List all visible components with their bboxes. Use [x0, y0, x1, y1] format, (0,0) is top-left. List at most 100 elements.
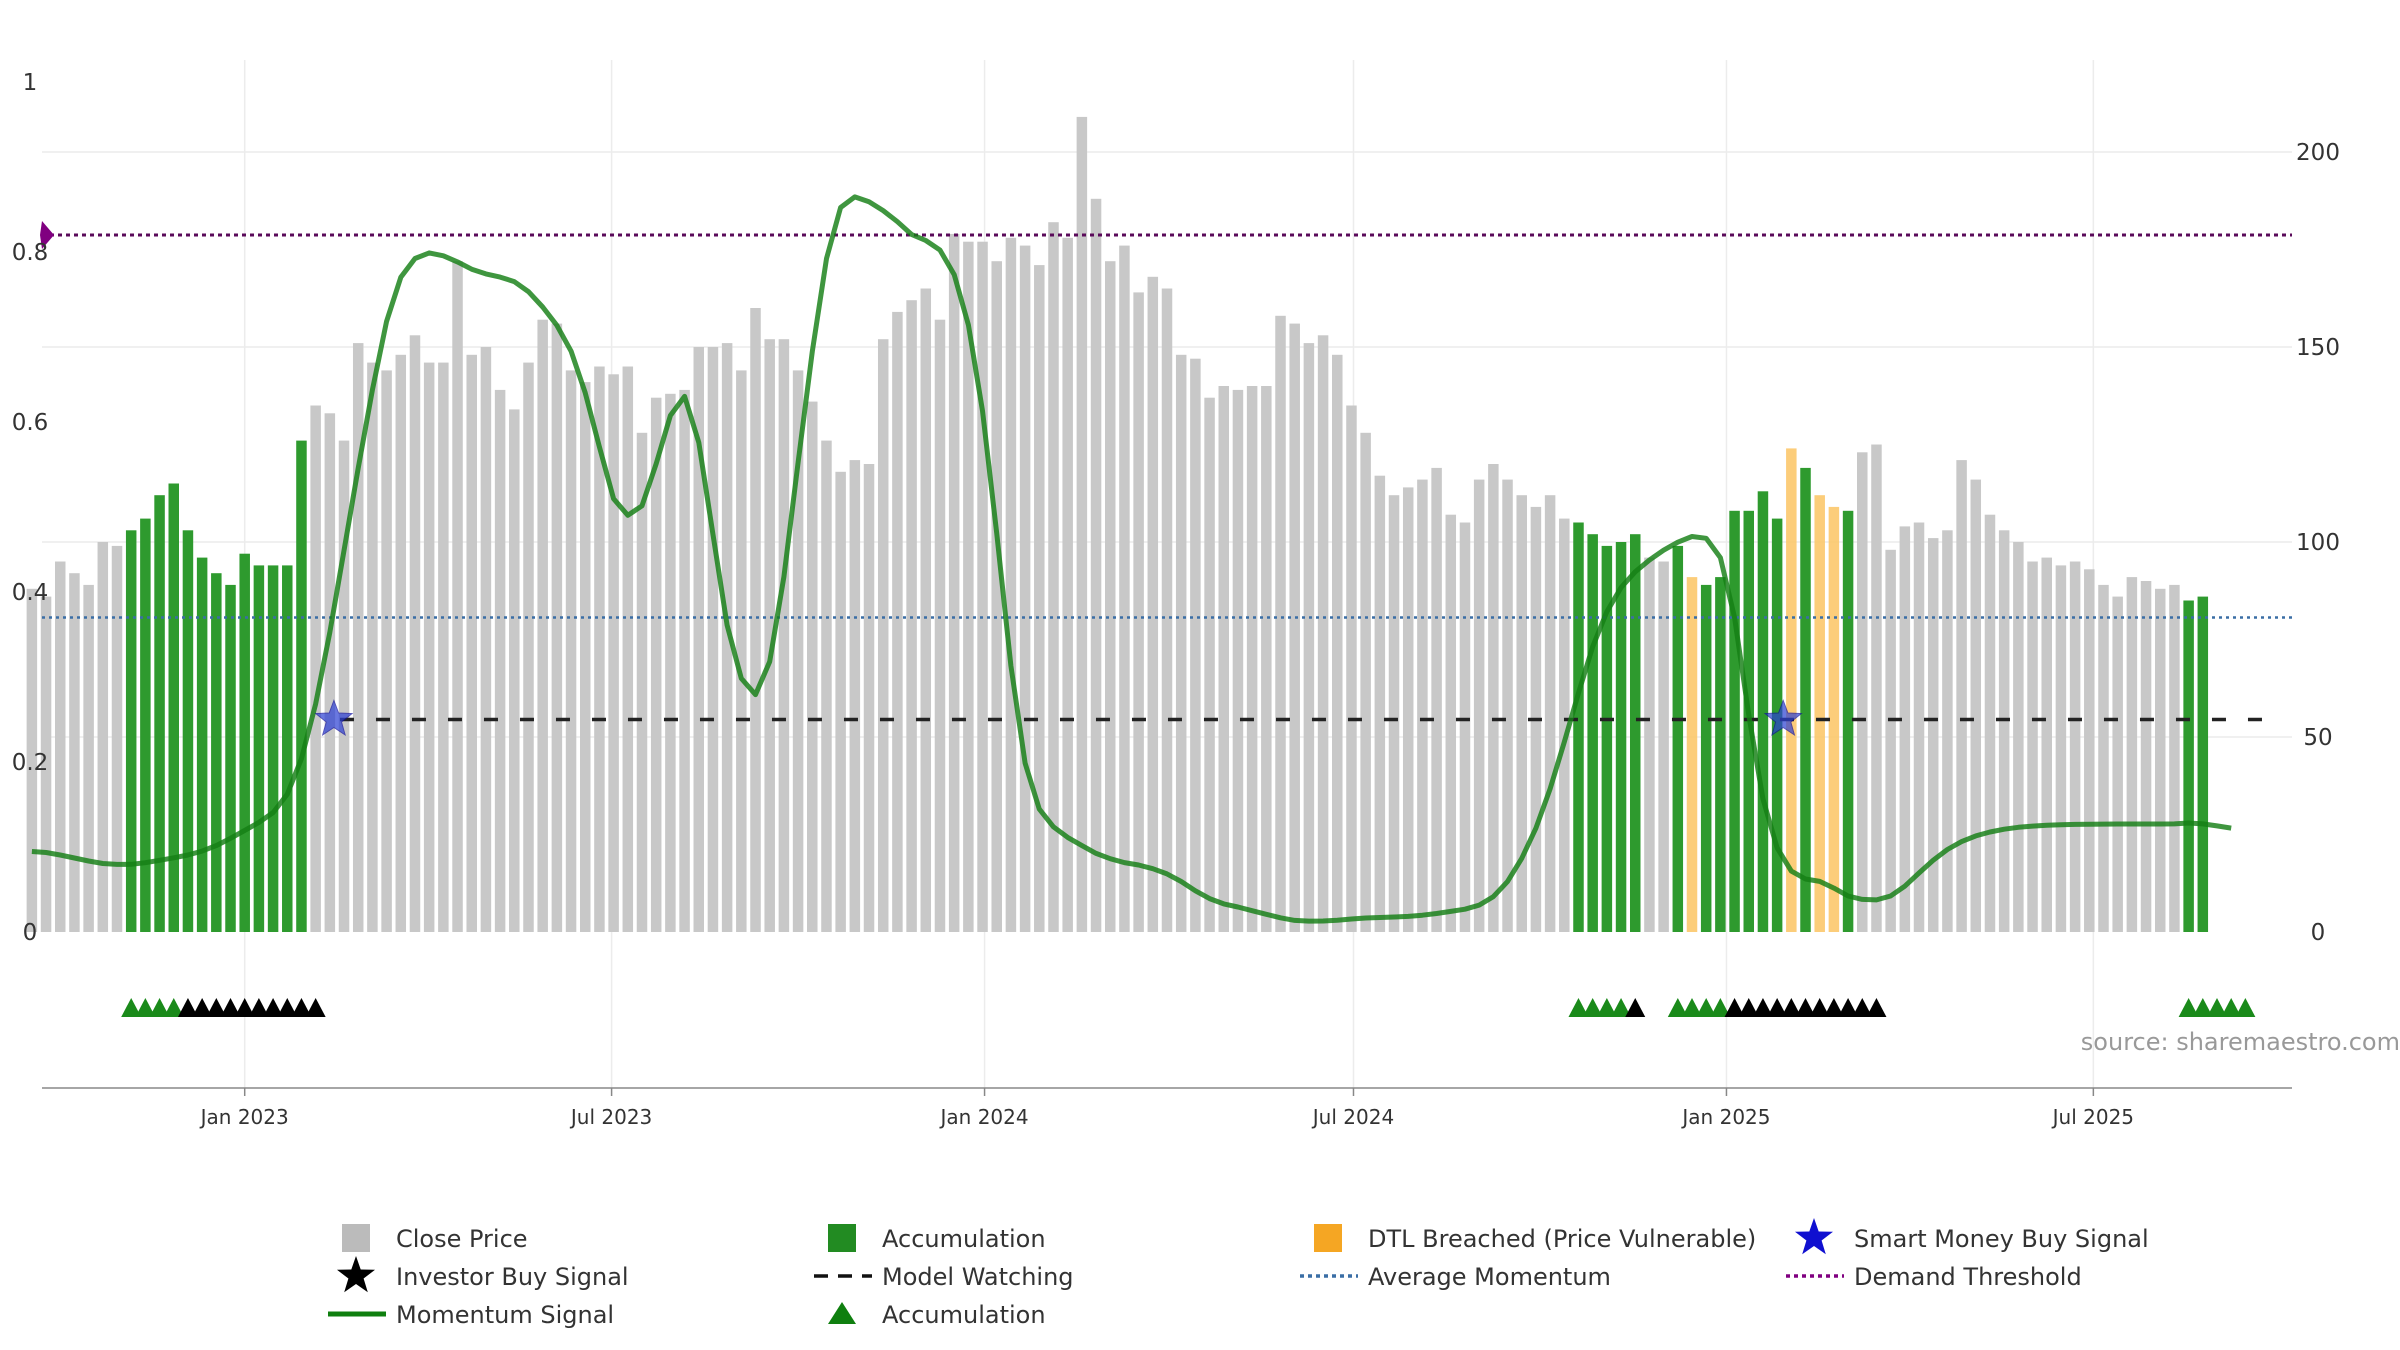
close-price-bar	[97, 542, 109, 932]
close-price-bar	[721, 343, 733, 933]
close-price-bar	[352, 343, 364, 933]
demand-threshold-marker	[40, 221, 54, 249]
accumulation-bar	[1672, 545, 1684, 932]
close-price-bar	[1388, 495, 1400, 932]
legend-swatch-square	[1314, 1224, 1342, 1252]
close-price-bar	[2055, 565, 2067, 932]
accumulation-bar	[1715, 577, 1726, 932]
legend-label: Investor Buy Signal	[396, 1263, 629, 1291]
close-price-bar	[523, 362, 534, 933]
close-price-bar	[69, 573, 80, 932]
close-price-bar	[381, 370, 392, 932]
accumulation-bar	[1729, 510, 1740, 932]
investor-buy-triangle	[206, 998, 227, 1017]
accumulation-triangle	[121, 998, 142, 1017]
legend-label: DTL Breached (Price Vulnerable)	[1368, 1225, 1756, 1253]
accumulation-bar	[182, 530, 194, 932]
markers-layer	[314, 699, 1803, 737]
close-price-bar	[40, 596, 52, 932]
accumulation-bar	[1800, 467, 1811, 932]
close-price-bar	[1857, 452, 1868, 932]
close-price-bar	[877, 339, 889, 932]
close-price-bar	[1956, 460, 1967, 932]
close-price-bar	[650, 397, 662, 932]
close-price-bar	[1133, 292, 1144, 932]
investor-buy-triangle	[277, 998, 298, 1017]
close-price-bar	[736, 370, 747, 932]
close-price-bar	[1246, 386, 1258, 932]
close-price-bar	[111, 545, 123, 932]
legend-label: Accumulation	[882, 1301, 1046, 1329]
right-tick-label: 0	[2311, 920, 2326, 946]
accumulation-triangle	[163, 998, 184, 1017]
legend-swatch-star	[337, 1256, 375, 1293]
legend-label: Close Price	[396, 1225, 528, 1253]
left-tick-label: 0.6	[12, 410, 49, 436]
accumulation-bar	[154, 495, 165, 932]
close-price-bar	[778, 339, 790, 932]
x-tick-label: Jan 2024	[939, 1105, 1029, 1129]
accumulation-triangle	[149, 998, 170, 1017]
accumulation-bar	[2197, 596, 2209, 932]
legend-label: Model Watching	[882, 1263, 1074, 1291]
close-price-bar	[991, 261, 1002, 932]
close-price-bar	[509, 409, 520, 932]
close-price-bar	[934, 319, 946, 932]
close-price-bar	[835, 471, 846, 932]
accumulation-bar	[1700, 584, 1712, 932]
close-price-bar	[324, 413, 336, 932]
accumulation-triangle	[135, 998, 156, 1017]
x-tick-label: Jan 2023	[199, 1105, 289, 1129]
close-price-bar	[1104, 261, 1116, 932]
close-price-bar	[1899, 526, 1911, 932]
x-tick-label: Jul 2023	[569, 1105, 652, 1129]
dtl-breached-bar	[1786, 448, 1797, 932]
legend-swatch-square	[342, 1224, 370, 1252]
close-price-bar	[764, 339, 775, 932]
close-price-bar	[1970, 479, 1982, 932]
close-price-bar	[1119, 245, 1130, 933]
legend-swatch-square	[828, 1224, 856, 1252]
close-price-bar	[1544, 495, 1556, 932]
accumulation-bar	[1601, 545, 1613, 932]
close-price-bar	[1289, 323, 1300, 933]
accumulation-triangle	[2235, 998, 2256, 1017]
dtl-breached-bar	[1686, 577, 1698, 932]
close-price-bar	[551, 323, 563, 933]
left-tick-label: 0	[23, 920, 38, 946]
legend-label: Smart Money Buy Signal	[1854, 1225, 2149, 1253]
close-price-bar	[1161, 288, 1173, 932]
investor-buy-triangle	[1795, 998, 1816, 1017]
close-price-bar	[1559, 518, 1570, 932]
close-price-bar	[395, 354, 407, 932]
close-price-bar	[1658, 561, 1669, 932]
close-price-bar	[792, 370, 804, 932]
close-price-bar	[1232, 389, 1244, 932]
accumulation-bar	[267, 565, 279, 932]
close-price-bar	[1374, 475, 1386, 932]
accumulation-bar	[140, 518, 151, 932]
close-price-bar	[807, 401, 818, 933]
close-price-bar	[1927, 538, 1939, 932]
close-price-bar	[2140, 581, 2152, 932]
close-price-bar	[480, 347, 492, 932]
smart-money-buy-star	[1763, 699, 1803, 737]
legend-label: Momentum Signal	[396, 1301, 614, 1329]
x-tick-label: Jul 2025	[2051, 1105, 2134, 1129]
accumulation-triangle	[1611, 998, 1632, 1017]
accumulation-bar	[125, 530, 137, 932]
accumulation-bar	[211, 573, 222, 932]
close-price-bar	[2112, 596, 2123, 932]
accumulation-triangle	[1582, 998, 1603, 1017]
axes-layer: Jan 2023 Jul 2023 Jan 2024 Jul 2024 Jan 2025…	[12, 70, 2340, 1129]
investor-buy-triangle	[305, 998, 326, 1017]
investor-buy-triangle	[1838, 998, 1859, 1017]
close-price-bar	[466, 354, 477, 932]
close-price-bar	[1913, 522, 1925, 932]
source-label: source: sharemaestro.com	[2081, 1028, 2400, 1056]
close-price-bar	[1019, 245, 1031, 933]
legend-swatch-star	[1795, 1218, 1833, 1255]
close-price-bar	[1473, 479, 1485, 932]
close-price-bar	[1417, 479, 1428, 932]
legend-layer: Close Price Accumulation DTL Breached (Pri…	[328, 1218, 2149, 1329]
